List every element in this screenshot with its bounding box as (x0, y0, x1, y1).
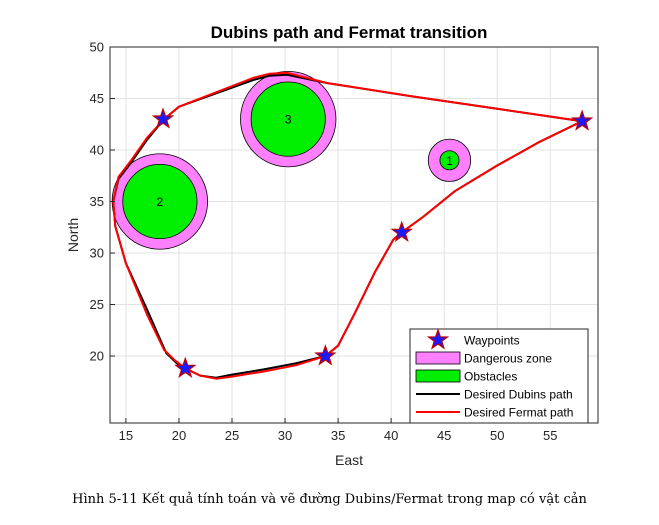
waypoint-layer (151, 107, 594, 378)
waypoint-star (570, 109, 594, 131)
x-tick-label: 15 (119, 428, 133, 443)
legend: Waypoints Dangerous zone Obstacles Desired … (409, 328, 589, 424)
y-tick-label: 45 (90, 91, 104, 106)
waypoint-star (174, 356, 197, 378)
y-tick-label: 30 (90, 246, 104, 261)
path-layer (112, 71, 583, 380)
x-tick-label: 40 (384, 428, 398, 443)
waypoint-star (390, 220, 413, 242)
y-tick-label: 50 (90, 40, 104, 55)
legend-star-icon (426, 328, 450, 350)
axes-box (109, 46, 599, 424)
waypoint-star (314, 344, 337, 366)
obstacle (250, 81, 326, 157)
x-tick-label: 45 (437, 428, 451, 443)
legend-label: Desired Fermat path (464, 406, 573, 420)
x-axis-label: East (335, 452, 363, 468)
y-tick-label: 35 (90, 194, 104, 209)
y-tick-label: 20 (90, 349, 104, 364)
figure-caption: Hình 5-11 Kết quả tính toán và vẽ đường … (72, 492, 587, 507)
legend-label: Obstacles (464, 370, 517, 384)
y-axis-label: North (65, 218, 81, 252)
waypoint-star (151, 107, 175, 129)
obstacle-label: 1 (446, 154, 453, 168)
obstacle-label: 2 (157, 195, 164, 209)
y-tick-label: 25 (90, 297, 104, 312)
obstacle-label: 3 (285, 113, 292, 127)
obstacle (122, 163, 198, 240)
legend-patch (415, 369, 461, 383)
legend-label: Waypoints (464, 334, 520, 348)
tick-layer: 15 20 25 30 35 40 45 50 55 20 25 30 35 40 45 50 (90, 40, 558, 444)
legend-patch (415, 351, 461, 365)
grid (110, 46, 598, 423)
obstacle (439, 150, 460, 171)
x-tick-label: 55 (543, 428, 557, 443)
legend-label: Dangerous zone (464, 352, 552, 366)
legend-label: Desired Dubins path (464, 388, 573, 402)
series-line (112, 71, 583, 380)
y-tick-label: 40 (90, 143, 104, 158)
x-tick-label: 50 (490, 428, 504, 443)
chart-title: Dubins path and Fermat transition (211, 23, 488, 42)
obstacle-layer: 1 2 3 (111, 70, 472, 250)
x-tick-label: 30 (278, 428, 292, 443)
x-tick-label: 25 (225, 428, 239, 443)
x-tick-label: 35 (331, 428, 345, 443)
x-tick-label: 20 (172, 428, 186, 443)
